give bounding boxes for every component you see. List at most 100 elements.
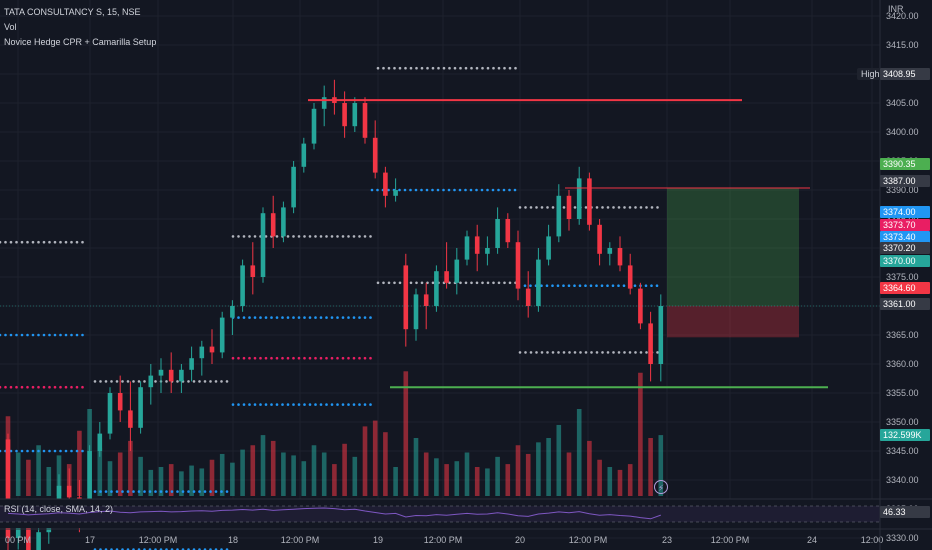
camarilla-dot — [341, 316, 345, 319]
camarilla-dot — [181, 490, 185, 493]
camarilla-dot — [341, 403, 345, 406]
volume-bar — [46, 467, 52, 496]
candle-body — [168, 369, 174, 382]
volume-bar — [209, 459, 215, 496]
camarilla-dot — [409, 66, 413, 70]
camarilla-dot — [600, 284, 604, 288]
camarilla-dot — [93, 490, 97, 493]
volume-bar — [587, 440, 592, 496]
camarilla-dot — [623, 206, 626, 209]
camarilla-dot — [297, 316, 301, 319]
camarilla-dot — [242, 403, 246, 406]
camarilla-dot — [237, 235, 240, 238]
volume-bar — [434, 458, 439, 496]
candle-body — [454, 259, 460, 283]
volume-bar — [36, 445, 41, 496]
camarilla-dot — [259, 356, 262, 360]
camarilla-dot — [376, 66, 380, 70]
camarilla-dot — [286, 403, 290, 406]
camarilla-dot — [497, 188, 500, 192]
camarilla-dot — [15, 240, 18, 244]
camarilla-dot — [617, 351, 621, 354]
volume-bar — [495, 456, 500, 496]
camarilla-dot — [176, 490, 179, 493]
camarilla-dot — [303, 356, 306, 360]
camarilla-dot — [132, 490, 135, 493]
camarilla-dot — [15, 333, 18, 337]
camarilla-dot — [237, 403, 240, 406]
camarilla-dot — [573, 206, 577, 209]
camarilla-dot — [551, 351, 555, 354]
camarilla-dot — [431, 281, 435, 285]
volume-bar — [189, 465, 194, 496]
camarilla-dot — [464, 281, 468, 285]
price-tag: 3387.00 — [880, 175, 930, 187]
camarilla-dot — [325, 235, 328, 238]
camarilla-dot — [110, 490, 113, 493]
symbol-title[interactable]: TATA CONSULTANCY S, 15, NSE — [4, 7, 141, 17]
camarilla-dot — [358, 403, 361, 406]
camarilla-dot — [308, 403, 312, 406]
y-tick-label: 3405.00 — [886, 98, 919, 108]
camarilla-dot — [431, 188, 434, 192]
volume-bar — [546, 438, 551, 496]
camarilla-dot — [154, 490, 157, 493]
volume-bar — [240, 449, 245, 496]
currency-unit[interactable]: INR — [888, 4, 904, 14]
volume-bar — [505, 464, 511, 496]
camarilla-dot — [540, 284, 543, 288]
camarilla-dot — [551, 206, 555, 209]
camarilla-dot — [363, 356, 367, 360]
candle-body — [597, 224, 602, 254]
camarilla-dot — [393, 281, 396, 285]
camarilla-dot — [595, 351, 599, 354]
candle-body — [179, 369, 184, 382]
volume-legend[interactable]: Vol — [4, 22, 17, 32]
lightning-icon[interactable]: ⚡ — [654, 480, 668, 494]
volume-bar — [393, 467, 398, 496]
x-tick-label: 24 — [807, 535, 817, 545]
camarilla-dot — [464, 188, 467, 192]
rsi-legend[interactable]: RSI (14, close, SMA, 14, 2) — [4, 504, 114, 514]
candle-body — [250, 265, 256, 277]
camarilla-dot — [314, 356, 317, 360]
camarilla-dot — [518, 351, 522, 354]
camarilla-dot — [486, 66, 490, 70]
camarilla-dot — [59, 240, 62, 244]
camarilla-dot — [26, 449, 29, 453]
camarilla-dot — [225, 380, 229, 383]
camarilla-dot — [121, 490, 124, 493]
camarilla-dot — [612, 351, 615, 354]
y-tick-label: 3350.00 — [886, 417, 919, 427]
camarilla-dot — [176, 380, 179, 383]
camarilla-dot — [64, 333, 68, 337]
camarilla-dot — [336, 356, 339, 360]
camarilla-dot — [64, 240, 68, 244]
volume-bar — [362, 426, 368, 496]
camarilla-dot — [137, 490, 141, 493]
camarilla-dot — [148, 490, 152, 493]
volume-bar — [525, 453, 531, 496]
camarilla-dot — [398, 66, 402, 70]
candle-body — [525, 288, 531, 306]
volume-bar — [515, 445, 521, 496]
camarilla-dot — [275, 356, 279, 360]
camarilla-dot — [606, 206, 610, 209]
camarilla-dot — [431, 66, 435, 70]
camarilla-dot — [214, 490, 218, 493]
volume-bar — [536, 442, 541, 496]
y-tick-label: 3415.00 — [886, 40, 919, 50]
camarilla-dot — [369, 356, 372, 360]
candle-body — [199, 346, 205, 359]
candle-body — [97, 433, 103, 451]
volume-bar — [128, 440, 133, 496]
indicator-legend[interactable]: Novice Hedge CPR + Camarilla Setup — [4, 37, 157, 47]
price-tag: 3373.40 — [880, 231, 930, 243]
y-tick-label: 3340.00 — [886, 475, 919, 485]
volume-bar — [444, 464, 449, 496]
y-tick-label: 3420.00 — [886, 11, 919, 21]
camarilla-dot — [469, 188, 473, 192]
candle-body — [372, 137, 378, 173]
